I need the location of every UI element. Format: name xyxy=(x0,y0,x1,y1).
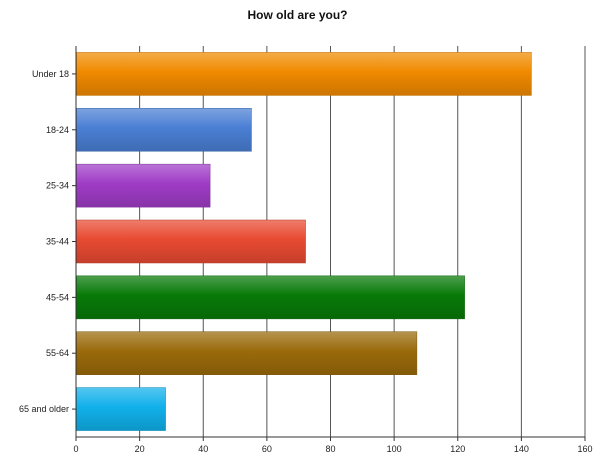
y-category-label: 65 and older xyxy=(19,404,69,414)
bar-35-44 xyxy=(76,219,306,264)
x-tick-label: 80 xyxy=(325,444,335,454)
x-tick-label: 20 xyxy=(135,444,145,454)
bar-55-64 xyxy=(76,331,418,375)
axes xyxy=(72,46,586,441)
x-tick-label: 140 xyxy=(514,444,529,454)
y-category-label: 35-44 xyxy=(46,237,69,247)
y-category-label: 25-34 xyxy=(46,181,69,191)
x-tick-label: 60 xyxy=(262,444,272,454)
y-category-label: Under 18 xyxy=(32,69,69,79)
y-category-label: 55-64 xyxy=(46,348,69,358)
bar-under-18 xyxy=(76,52,532,96)
bars xyxy=(76,52,532,431)
x-tick-label: 40 xyxy=(198,444,208,454)
x-tick-label: 100 xyxy=(387,444,402,454)
bar-25-34 xyxy=(76,163,211,208)
bar-18-24 xyxy=(76,108,252,152)
y-category-label: 18-24 xyxy=(46,125,69,135)
y-category-label: 45-54 xyxy=(46,292,69,302)
bar-45-54 xyxy=(76,275,465,320)
chart-title: How old are you? xyxy=(247,8,348,22)
x-tick-label: 0 xyxy=(73,444,78,454)
x-tick-label: 160 xyxy=(577,444,592,454)
tick-labels: 0 20 40 60 80 100 120 140 160 Under 18 18-24 25-34 3… xyxy=(19,69,593,454)
bar-65-and-older xyxy=(76,387,166,431)
x-tick-label: 120 xyxy=(450,444,465,454)
